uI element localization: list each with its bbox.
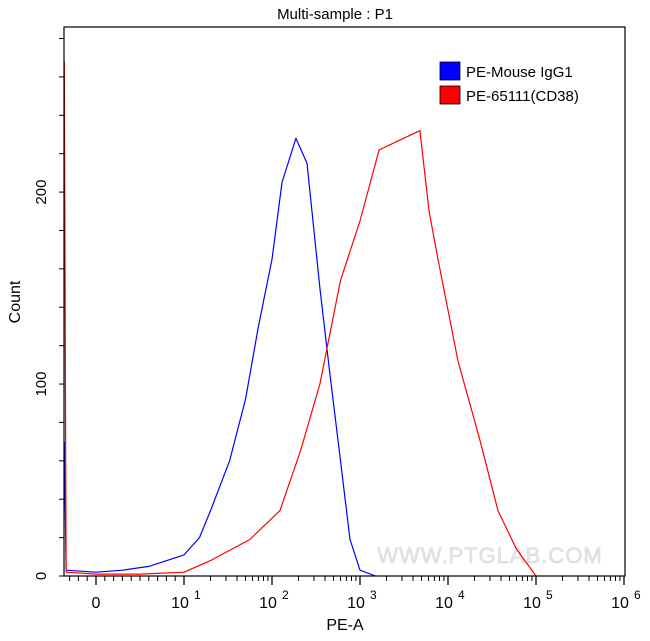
x-axis-label: PE-A (326, 617, 364, 634)
y-tick-label: 100 (33, 372, 50, 397)
plot-frame (63, 26, 626, 577)
legend-swatch (439, 61, 461, 81)
legend-label: PE-Mouse IgG1 (466, 64, 573, 81)
series-line-1 (63, 61, 537, 577)
x-tick-exponent: 4 (458, 588, 465, 602)
x-tick-exponent: 1 (194, 588, 201, 602)
x-tick-exponent: 5 (546, 588, 553, 602)
x-tick-exponent: 3 (370, 588, 377, 602)
x-tick-label: 0 (92, 595, 101, 612)
x-tick-label: 10 (523, 595, 541, 612)
x-tick-label: 10 (435, 595, 453, 612)
x-tick-label: 10 (171, 595, 189, 612)
series-line-0 (63, 137, 376, 577)
x-tick-label: 10 (611, 595, 629, 612)
legend-label: PE-65111(CD38) (466, 88, 579, 105)
y-tick-label: 0 (33, 572, 50, 580)
legend-swatch (439, 85, 461, 105)
chart-title: Multi-sample : P1 (277, 6, 393, 23)
x-tick-label: 10 (347, 595, 365, 612)
y-axis-label: Count (7, 280, 24, 323)
x-tick-label: 10 (259, 595, 277, 612)
watermark: WWW.PTGLAB.COM (377, 543, 602, 568)
legend: PE-Mouse IgG1 PE-65111(CD38) (439, 61, 579, 105)
x-tick-exponent: 2 (282, 588, 289, 602)
y-tick-label: 200 (33, 180, 50, 205)
x-tick-exponent: 6 (634, 588, 641, 602)
